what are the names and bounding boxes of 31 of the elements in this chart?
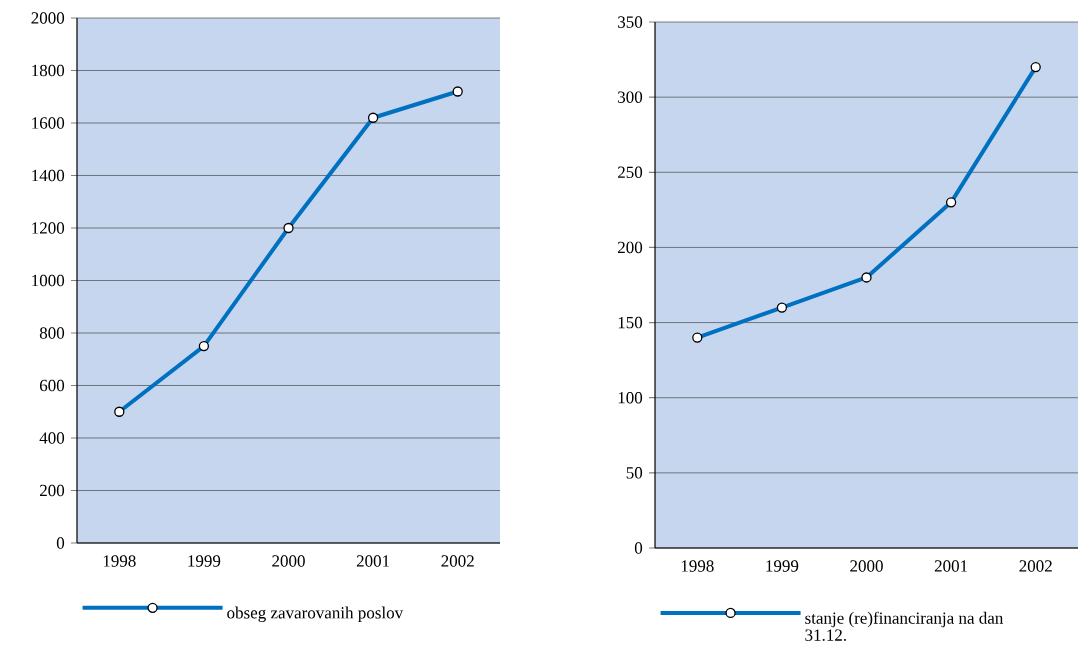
x-tick-label: 2001 <box>934 560 968 572</box>
y-tick-label: 2000 <box>31 12 65 24</box>
y-tick-label: 1000 <box>32 274 65 287</box>
y-tick-label: 300 <box>618 91 643 103</box>
x-tick-label: 2001 <box>356 555 390 567</box>
x-tick-label: 1998 <box>681 560 714 572</box>
x-tick-label: 1999 <box>766 560 799 572</box>
y-tick-label: 250 <box>617 166 643 179</box>
y-tick-label: 350 <box>618 16 643 28</box>
y-tick-label: 150 <box>618 316 643 329</box>
x-tick-label: 2002 <box>1019 560 1052 572</box>
text: obseg zavarovanih poslov <box>227 606 404 623</box>
x-tick-label: 2000 <box>850 560 883 572</box>
y-tick-label: 100 <box>618 391 643 404</box>
y-tick-label: 1400 <box>32 169 65 182</box>
y-tick-label: 0 <box>56 537 65 549</box>
y-tick-label: 1800 <box>32 64 65 77</box>
y-tick-label: 1600 <box>32 117 65 129</box>
x-tick-label: 2002 <box>441 555 474 567</box>
x-tick-label: 1999 <box>188 555 221 567</box>
y-tick-label: 0 <box>634 542 643 554</box>
y-tick-label: 50 <box>626 467 643 479</box>
y-tick-label: 200 <box>617 241 643 254</box>
y-tick-label: 800 <box>39 327 65 339</box>
x-tick-label: 2000 <box>272 555 305 567</box>
y-tick-label: 1200 <box>32 222 65 234</box>
y-tick-label: 600 <box>39 379 65 392</box>
x-tick-label: 1998 <box>103 555 136 567</box>
y-tick-label: 200 <box>39 484 65 497</box>
text: stanje (re)financiranja na dan 31.12. <box>805 611 1004 641</box>
y-tick-label: 400 <box>39 432 65 444</box>
